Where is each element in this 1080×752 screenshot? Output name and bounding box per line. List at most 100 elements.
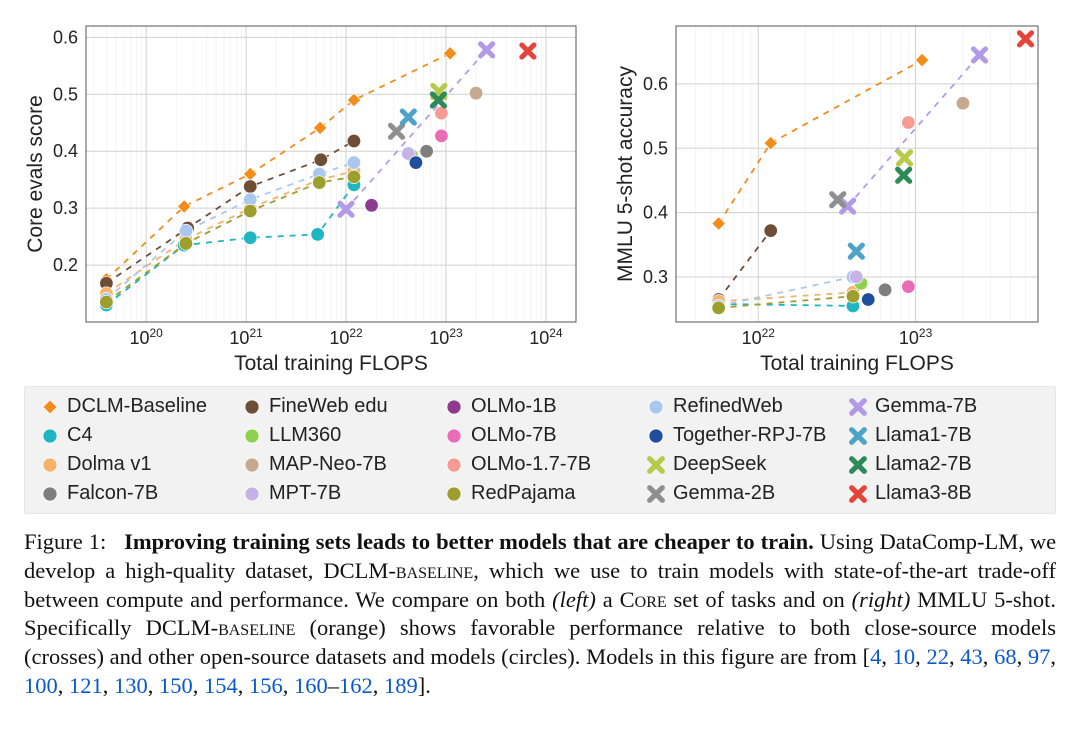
citation-ref[interactable]: 43 <box>960 644 983 669</box>
circle-icon <box>243 456 261 474</box>
legend-label: DCLM-Baseline <box>67 395 207 418</box>
svg-text:1021: 1021 <box>229 326 263 348</box>
figure-caption: Figure 1: Improving training sets leads … <box>24 528 1056 701</box>
circle-icon <box>647 427 665 445</box>
legend-item-fineweb: FineWeb edu <box>243 395 433 418</box>
citation-ref[interactable]: 100 <box>24 673 58 698</box>
legend-item-mapneo: MAP-Neo-7B <box>243 453 433 476</box>
cross-icon <box>849 427 867 445</box>
core-evals-chart: 1020 1021 1022 1023 1024 0.2 0.3 0.4 0.5 0.6 Core … <box>24 20 584 376</box>
figure-label: Figure 1: <box>24 529 106 554</box>
citation-ref[interactable]: 22 <box>926 644 949 669</box>
svg-text:Total training FLOPS: Total training FLOPS <box>760 352 954 375</box>
legend-label: DeepSeek <box>673 453 766 476</box>
svg-text:1024: 1024 <box>529 326 563 348</box>
citation-ref[interactable]: 162 <box>339 673 373 698</box>
legend-item-llama1: Llama1-7B <box>849 424 1039 447</box>
legend-item-refined: RefinedWeb <box>647 395 837 418</box>
legend-item-falcon: Falcon-7B <box>41 482 231 505</box>
legend-item-llama2: Llama2-7B <box>849 453 1039 476</box>
citation-ref[interactable]: 160 <box>294 673 328 698</box>
circle-icon <box>41 427 59 445</box>
svg-text:Total training FLOPS: Total training FLOPS <box>234 352 428 375</box>
legend-label: LLM360 <box>269 424 341 447</box>
citation-ref[interactable]: 154 <box>204 673 238 698</box>
svg-text:0.2: 0.2 <box>53 255 78 275</box>
legend-label: RefinedWeb <box>673 395 783 418</box>
citation-ref[interactable]: 189 <box>384 673 418 698</box>
legend-item-deepseek: DeepSeek <box>647 453 837 476</box>
svg-text:0.4: 0.4 <box>53 141 78 161</box>
circle-icon <box>445 398 463 416</box>
svg-text:1020: 1020 <box>129 326 163 348</box>
citation-ref[interactable]: 4 <box>870 644 881 669</box>
circle-icon <box>445 456 463 474</box>
legend-item-gemma2b: Gemma-2B <box>647 482 837 505</box>
svg-text:0.3: 0.3 <box>643 267 668 287</box>
legend-label: MAP-Neo-7B <box>269 453 387 476</box>
legend-item-olmo1b: OLMo-1B <box>445 395 635 418</box>
citation-ref[interactable]: 150 <box>159 673 193 698</box>
legend-label: OLMo-7B <box>471 424 557 447</box>
circle-icon <box>445 427 463 445</box>
svg-text:0.4: 0.4 <box>643 203 668 223</box>
legend-label: Gemma-7B <box>875 395 977 418</box>
legend-item-redpj: RedPajama <box>445 482 635 505</box>
legend-label: Falcon-7B <box>67 482 158 505</box>
legend-label: Gemma-2B <box>673 482 775 505</box>
cross-icon <box>647 456 665 474</box>
svg-text:1023: 1023 <box>429 326 463 348</box>
circle-icon <box>41 485 59 503</box>
legend-label: Llama1-7B <box>875 424 972 447</box>
legend-label: OLMo-1B <box>471 395 557 418</box>
legend-label: C4 <box>67 424 93 447</box>
citation-ref[interactable]: 10 <box>893 644 916 669</box>
figure-container: { "geometry": { "total_width":1080, "tot… <box>0 0 1080 752</box>
caption-bold: Improving training sets leads to better … <box>124 529 814 554</box>
citation-ref[interactable]: 156 <box>249 673 283 698</box>
legend-label: MPT-7B <box>269 482 341 505</box>
circle-icon <box>243 427 261 445</box>
circle-icon <box>445 485 463 503</box>
legend-item-olmo7b: OLMo-7B <box>445 424 635 447</box>
mmlu-chart: 102210230.30.40.50.6MMLU 5-shot accuracy… <box>614 20 1046 376</box>
svg-text:1022: 1022 <box>329 326 363 348</box>
circle-icon <box>647 398 665 416</box>
legend-label: Together-RPJ-7B <box>673 424 826 447</box>
cross-icon <box>647 485 665 503</box>
legend-item-olmo17: OLMo-1.7-7B <box>445 453 635 476</box>
legend-item-llm360: LLM360 <box>243 424 433 447</box>
citation-ref[interactable]: 130 <box>114 673 148 698</box>
legend-item-gemma7b: Gemma-7B <box>849 395 1039 418</box>
legend-item-mpt: MPT-7B <box>243 482 433 505</box>
svg-text:0.5: 0.5 <box>643 138 668 158</box>
legend-label: Llama2-7B <box>875 453 972 476</box>
svg-text:0.6: 0.6 <box>53 27 78 47</box>
svg-text:Core evals score: Core evals score <box>24 95 47 253</box>
svg-text:0.5: 0.5 <box>53 84 78 104</box>
svg-text:0.3: 0.3 <box>53 198 78 218</box>
svg-text:1022: 1022 <box>742 326 776 348</box>
legend-label: FineWeb edu <box>269 395 388 418</box>
legend-label: Dolma v1 <box>67 453 151 476</box>
circle-icon <box>41 456 59 474</box>
citation-ref[interactable]: 97 <box>1028 644 1051 669</box>
legend: DCLM-Baseline FineWeb edu OLMo-1B RefinedWe… <box>24 386 1056 514</box>
cross-icon <box>849 398 867 416</box>
legend-item-c4: C4 <box>41 424 231 447</box>
charts-row: 1020 1021 1022 1023 1024 0.2 0.3 0.4 0.5 0.6 Core … <box>24 10 1056 376</box>
citation-ref[interactable]: 68 <box>994 644 1017 669</box>
legend-label: Llama3-8B <box>875 482 972 505</box>
legend-item-dolma: Dolma v1 <box>41 453 231 476</box>
legend-item-together: Together-RPJ-7B <box>647 424 837 447</box>
svg-text:1023: 1023 <box>899 326 933 348</box>
legend-label: OLMo-1.7-7B <box>471 453 591 476</box>
citation-ref[interactable]: 121 <box>69 673 103 698</box>
cross-icon <box>849 485 867 503</box>
cross-icon <box>849 456 867 474</box>
legend-item-dclm: DCLM-Baseline <box>41 395 231 418</box>
circle-icon <box>243 485 261 503</box>
legend-item-llama3: Llama3-8B <box>849 482 1039 505</box>
svg-text:0.6: 0.6 <box>643 74 668 94</box>
circle-icon <box>243 398 261 416</box>
